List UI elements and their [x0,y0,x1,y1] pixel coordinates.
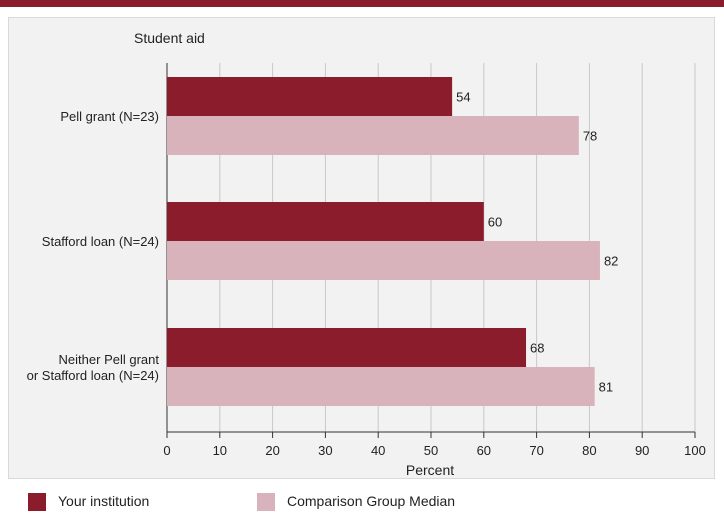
legend: Your institution Comparison Group Median [0,484,724,516]
x-tick-label-40: 40 [371,443,385,458]
x-tick-label-80: 80 [582,443,596,458]
bar-chart: Student aid 54 78 60 82 68 81 0 10 20 30 40 50 60 70… [27,30,706,478]
x-tick-label-0: 0 [163,443,170,458]
chart-title: Student aid [134,30,205,46]
bar-your-institution-3 [167,328,527,367]
category-label-1: Pell grant (N=23) [60,109,159,124]
data-label-comparison-group-1: 78 [583,129,597,144]
bars [167,77,600,406]
data-labels: 54 78 60 82 68 81 [456,90,618,395]
legend-label-your-institution: Your institution [58,493,150,509]
category-label-2: Stafford loan (N=24) [42,234,159,249]
data-label-your-institution-1: 54 [456,90,470,105]
bar-comparison-group-3 [167,367,595,406]
x-tick-label-90: 90 [635,443,649,458]
x-tick-label-70: 70 [529,443,543,458]
bar-comparison-group-1 [167,116,579,155]
header-accent-bar [0,0,724,7]
data-label-your-institution-3: 68 [530,341,544,356]
x-tick-label-100: 100 [684,443,706,458]
x-tick-label-30: 30 [318,443,332,458]
legend-swatch-comparison-group [257,493,275,511]
data-label-your-institution-2: 60 [488,215,502,230]
x-tick-label-10: 10 [213,443,227,458]
legend-swatch-your-institution [28,493,46,511]
category-label-3-line-2: or Stafford loan (N=24) [27,368,159,383]
category-labels: Pell grant (N=23) Stafford loan (N=24) Nei… [27,109,160,383]
bar-your-institution-2 [167,202,484,241]
bar-comparison-group-2 [167,241,600,280]
x-tick-label-60: 60 [477,443,491,458]
x-tick-label-50: 50 [424,443,438,458]
x-tick-label-20: 20 [265,443,279,458]
bar-your-institution-1 [167,77,453,116]
x-tick-labels: 0 10 20 30 40 50 60 70 80 90 100 [163,443,705,458]
legend-label-comparison-group: Comparison Group Median [287,493,456,509]
data-label-comparison-group-3: 81 [599,380,613,395]
category-label-3-line-1: Neither Pell grant [59,352,160,367]
x-axis-label: Percent [406,462,454,478]
data-label-comparison-group-2: 82 [604,254,618,269]
